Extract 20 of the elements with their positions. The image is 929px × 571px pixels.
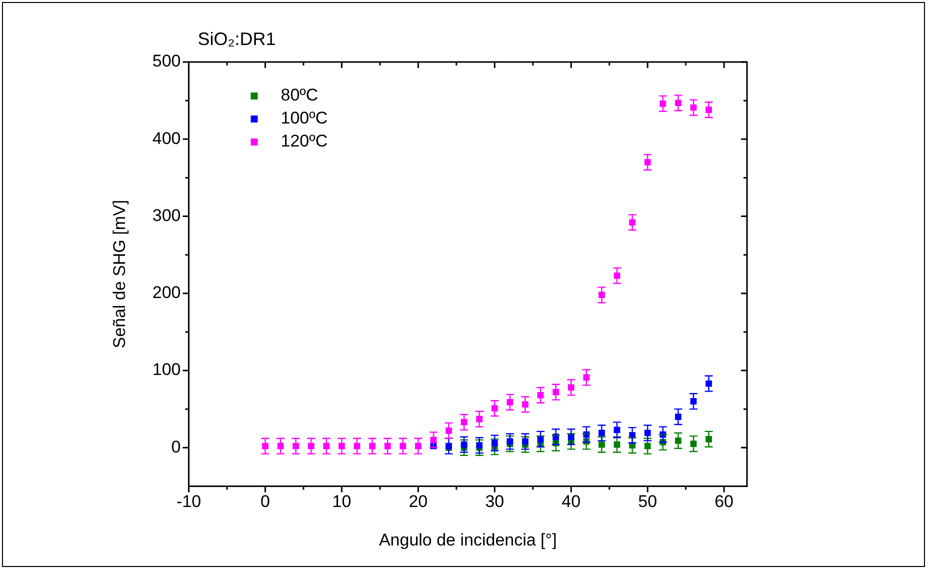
y-tick-label: 0	[171, 437, 181, 456]
x-tick-label: -10	[176, 492, 202, 512]
x-tick-label: 50	[638, 492, 658, 512]
legend-label: 120ºC	[280, 132, 328, 151]
legend-label: 100ºC	[280, 108, 328, 128]
x-tick-label: 40	[562, 492, 581, 512]
y-tick-label: 300	[152, 206, 181, 225]
x-tick-label: 60	[714, 492, 734, 512]
y-tick-label: 200	[152, 283, 181, 302]
x-tick-label: 30	[485, 492, 504, 512]
y-tick-label: 400	[152, 128, 181, 148]
legend-label: 80ºC	[280, 86, 318, 105]
x-tick-label: 0	[260, 492, 270, 512]
y-tick-label: 100	[152, 360, 181, 380]
x-tick-label: 20	[408, 492, 428, 512]
y-tick-label: 500	[152, 52, 181, 71]
x-axis-title: Angulo de incidencia [°]	[378, 530, 557, 550]
x-tick-label: 10	[332, 492, 352, 512]
chart-title: SiO₂:DR1	[198, 29, 276, 49]
y-axis-title: Señal de SHG [mV]	[110, 200, 129, 348]
